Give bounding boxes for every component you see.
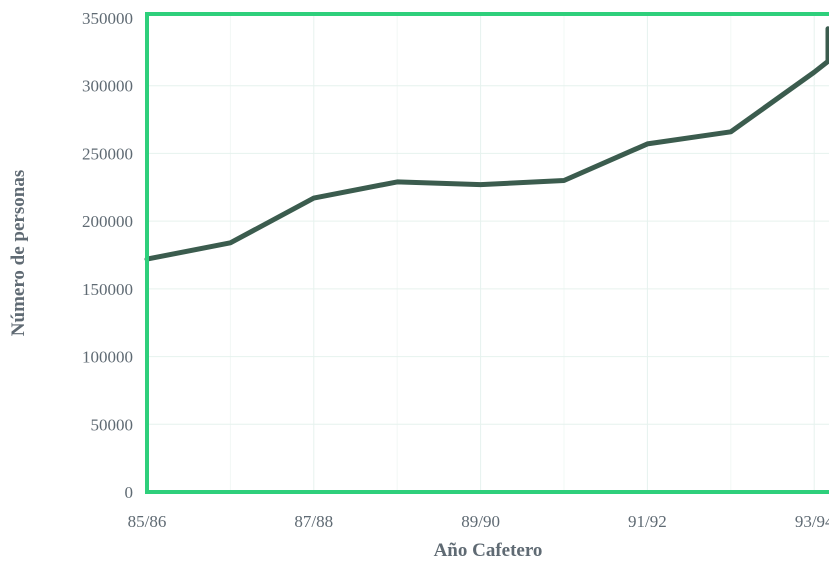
y-axis-title: Número de personas — [8, 170, 29, 336]
y-tick-label: 250000 — [82, 144, 133, 163]
y-tick-label: 50000 — [91, 415, 134, 434]
x-axis-title: Año Cafetero — [434, 540, 543, 561]
y-tick-label: 0 — [125, 483, 134, 502]
x-tick-label: 85/86 — [128, 512, 167, 531]
y-tick-label: 200000 — [82, 212, 133, 231]
x-tick-label: 87/88 — [294, 512, 333, 531]
y-tick-label: 100000 — [82, 348, 133, 367]
y-tick-label: 350000 — [82, 9, 133, 28]
y-tick-label: 150000 — [82, 280, 133, 299]
x-tick-label: 93/94 — [795, 512, 829, 531]
grid-lines — [147, 14, 829, 492]
x-tick-label: 91/92 — [628, 512, 667, 531]
series-line — [144, 26, 829, 262]
y-axis-ticks: 0 50000 100000 150000 200000 250000 300000 3500… — [82, 9, 133, 502]
series-layer — [144, 26, 829, 262]
plot-frame — [145, 12, 829, 494]
x-tick-label: 89/90 — [461, 512, 500, 531]
y-tick-label: 300000 — [82, 77, 133, 96]
